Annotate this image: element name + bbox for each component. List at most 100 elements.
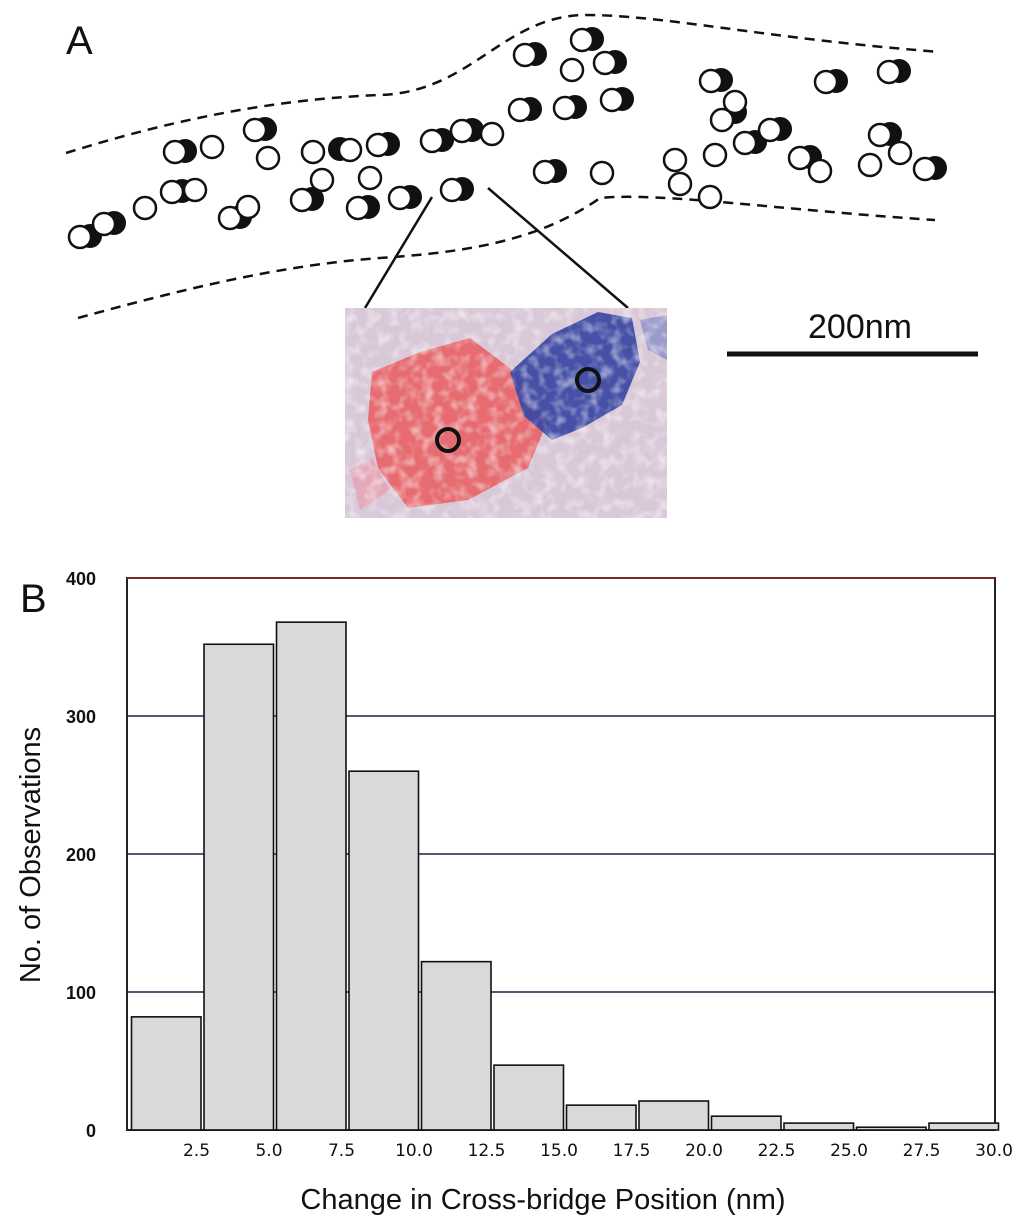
cross-bridge-pair	[182, 177, 208, 203]
myosin-head-open-circle	[159, 179, 185, 205]
myosin-head-open-circle	[813, 69, 839, 95]
cross-bridge-pair	[702, 142, 728, 168]
x-tick-label: 25.0	[830, 1141, 868, 1161]
myosin-head-open-circle	[592, 50, 618, 76]
histogram-bars	[130, 621, 1000, 1131]
cross-bridge-pair	[589, 160, 615, 186]
cross-bridge-pair	[439, 177, 474, 203]
cross-bridge-pair	[419, 128, 454, 154]
cross-bridge-pair	[569, 27, 604, 53]
myosin-head-open-circle	[309, 167, 335, 193]
scale-bar-label: 200nm	[808, 308, 912, 346]
cross-bridge-pair	[599, 87, 634, 113]
cross-bridge-pair	[132, 195, 158, 221]
cross-bridge-pair	[512, 42, 547, 68]
histogram-bar	[493, 1064, 565, 1131]
cross-bridge-pair	[235, 194, 261, 220]
cross-bridge-pair	[592, 50, 627, 76]
myosin-head-open-circle	[449, 118, 475, 144]
cross-bridge-pair	[357, 165, 383, 191]
myosin-head-open-circle	[662, 147, 688, 173]
histogram-bar	[783, 1122, 855, 1131]
cross-bridge-pair	[697, 184, 723, 210]
cross-bridge-pair	[552, 95, 587, 121]
myosin-head-open-circle	[512, 42, 538, 68]
myosin-head-open-circle	[217, 205, 243, 231]
x-tick-label: 10.0	[395, 1141, 433, 1161]
myosin-head-open-circle	[867, 122, 893, 148]
myosin-head-open-circle	[732, 130, 758, 156]
myosin-head-open-circle	[722, 89, 748, 115]
cross-bridge-pair	[255, 145, 281, 171]
myosin-head-open-circle	[667, 171, 693, 197]
histogram-bar	[855, 1126, 927, 1131]
myosin-head-open-circle	[559, 57, 585, 83]
y-tick-label: 0	[86, 1121, 96, 1141]
cross-bridge-pair	[345, 195, 380, 221]
fluorescence-inset	[345, 308, 667, 518]
myosin-head-open-circle	[162, 139, 188, 165]
x-tick-label: 7.5	[328, 1141, 355, 1161]
myosin-head-open-circle	[532, 159, 558, 185]
x-tick-label: 17.5	[613, 1141, 651, 1161]
cross-bridge-markers	[67, 27, 947, 250]
cross-bridge-pair	[289, 187, 324, 213]
histogram-bar	[275, 621, 347, 1131]
myosin-head-open-circle	[345, 195, 371, 221]
inset-connector-left	[363, 196, 434, 309]
filament-outline-upper	[65, 13, 941, 155]
panel-a: A 200nm	[65, 13, 978, 518]
myosin-head-open-circle	[876, 59, 902, 85]
myosin-head-open-circle	[337, 137, 363, 163]
cross-bridge-pair	[199, 134, 225, 160]
cross-bridge-pair	[722, 89, 748, 124]
myosin-head-open-circle	[419, 128, 445, 154]
myosin-head-open-circle	[709, 107, 735, 133]
myosin-head-open-circle	[698, 68, 724, 94]
cross-bridge-pair	[876, 59, 911, 85]
cross-bridge-pair	[242, 117, 277, 143]
myosin-head-open-circle	[702, 142, 728, 168]
cross-bridge-pair	[698, 68, 733, 94]
histogram-bar	[638, 1100, 710, 1131]
histogram-bar	[928, 1122, 1000, 1131]
panel-b-label: B	[20, 577, 47, 621]
myosin-head-open-circle	[757, 117, 783, 143]
x-axis-title: Change in Cross-bridge Position (nm)	[300, 1184, 785, 1216]
cross-bridge-pair	[507, 97, 542, 123]
x-axis-ticks: 2.5 5.0 7.5 10.0 12.5 15.0 17.5 20.0 22.5 25.0 27.…	[183, 1141, 1013, 1161]
inset-blue-marker	[575, 367, 601, 393]
x-tick-label: 15.0	[540, 1141, 578, 1161]
cross-bridge-pair	[887, 140, 913, 166]
myosin-head-open-circle	[599, 87, 625, 113]
cross-bridge-pair	[365, 132, 400, 158]
inset-red-marker	[435, 427, 461, 453]
x-tick-label: 20.0	[685, 1141, 723, 1161]
myosin-head-open-circle	[857, 152, 883, 178]
histogram-bar	[203, 643, 275, 1131]
myosin-head-open-circle	[697, 184, 723, 210]
cross-bridge-pair	[757, 117, 792, 143]
myosin-head-open-circle	[132, 195, 158, 221]
x-tick-label: 27.5	[903, 1141, 941, 1161]
myosin-head-open-circle	[199, 134, 225, 160]
myosin-head-open-circle	[912, 156, 938, 182]
x-tick-label: 22.5	[758, 1141, 796, 1161]
myosin-head-open-circle	[91, 211, 117, 237]
myosin-head-open-circle	[235, 194, 261, 220]
y-tick-label: 200	[66, 845, 96, 865]
y-axis-ticks: 0 100 200 300 400	[66, 569, 96, 1141]
cross-bridge-pair	[807, 158, 833, 184]
cross-bridge-pair	[328, 137, 363, 163]
histogram-bar	[348, 770, 420, 1131]
cross-bridge-pair	[857, 152, 883, 178]
myosin-head-open-circle	[289, 187, 315, 213]
myosin-head-open-circle	[357, 165, 383, 191]
y-tick-label: 300	[66, 707, 96, 727]
cross-bridge-pair	[387, 185, 422, 211]
myosin-head-open-circle	[887, 140, 913, 166]
x-tick-label: 5.0	[255, 1141, 282, 1161]
histogram-bar	[130, 1016, 202, 1131]
cross-bridge-pair	[813, 69, 848, 95]
myosin-head-open-circle	[589, 160, 615, 186]
